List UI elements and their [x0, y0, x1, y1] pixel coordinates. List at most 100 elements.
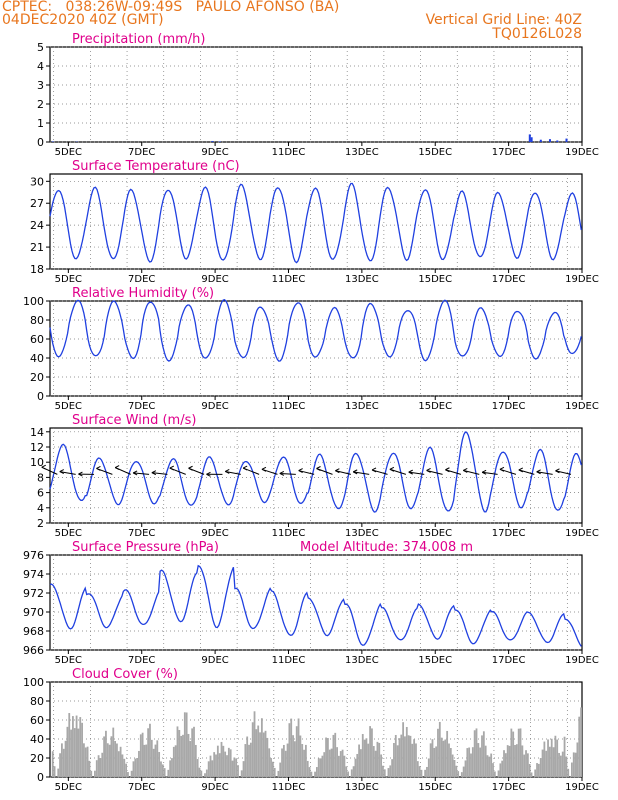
cloud-bar — [327, 738, 329, 777]
cloud-bar — [163, 768, 166, 777]
y-tick-label: 4 — [37, 60, 44, 73]
cloud-bar — [61, 743, 63, 777]
cloud-bar — [497, 770, 500, 777]
y-tick-label: 80 — [30, 695, 44, 708]
cloud-bar — [174, 745, 177, 777]
panel-title-precip: Precipitation (mm/h) — [72, 32, 205, 47]
cloud-bar — [292, 735, 294, 777]
cloud-bar — [319, 758, 322, 777]
cloud-bar — [328, 749, 331, 777]
cloud-bar — [376, 741, 379, 777]
cloud-bar — [134, 758, 137, 777]
y-tick-label: 1 — [37, 117, 44, 130]
wind-arrow-head — [169, 465, 175, 471]
x-tick-label: 17DEC — [492, 147, 526, 158]
x-tick-label: 11DEC — [272, 401, 306, 412]
wind-arrow-head — [132, 470, 138, 476]
wind-arrow-head — [408, 469, 413, 475]
wind-arrow-head — [151, 470, 157, 476]
cloud-bar — [53, 766, 56, 777]
x-tick-label: 9DEC — [201, 528, 228, 539]
panel-frame-wind — [49, 427, 583, 524]
panel-frame-pres — [49, 554, 583, 651]
cloud-bar — [240, 770, 243, 777]
precip-bar — [51, 141, 54, 142]
cloud-bar — [259, 732, 261, 777]
cloud-bar — [231, 760, 234, 777]
cloud-bar — [418, 766, 421, 777]
cloud-bar — [119, 746, 122, 777]
cloud-bar — [246, 736, 249, 777]
cloud-bar — [152, 748, 155, 777]
cloud-bar — [51, 751, 54, 777]
cloud-bar — [330, 748, 333, 777]
cloud-bar — [204, 773, 206, 777]
cloud-bar — [171, 758, 173, 777]
x-tick-label: 5DEC — [55, 655, 82, 666]
cloud-bar — [413, 739, 416, 777]
cloud-bar — [354, 758, 357, 777]
cloud-bar — [435, 746, 438, 777]
cloud-bar — [116, 743, 118, 777]
y-tick-label: 4 — [37, 502, 44, 515]
wind-arrow-head — [114, 465, 120, 470]
panel-title-wind: Surface Wind (m/s) — [72, 413, 196, 428]
cloud-bar — [237, 765, 239, 777]
cloud-bar — [563, 736, 566, 777]
station-header: CPTEC: 038:26W-09:49S PAULO AFONSO (BA) — [2, 0, 340, 15]
x-tick-label: 7DEC — [128, 274, 155, 285]
cloud-bar — [437, 728, 439, 777]
cloud-bar — [103, 736, 105, 777]
cloud-bar — [431, 739, 434, 777]
cloud-bar — [521, 745, 524, 777]
x-tick-label: 5DEC — [55, 782, 82, 793]
cloud-bar — [62, 748, 65, 777]
cloud-bar — [130, 770, 133, 777]
cloud-bar — [79, 717, 82, 777]
x-tick-label: 13DEC — [345, 782, 379, 793]
x-tick-label: 13DEC — [345, 655, 379, 666]
x-tick-label: 7DEC — [128, 528, 155, 539]
cloud-bar — [554, 735, 557, 777]
cloud-bar — [363, 739, 366, 777]
y-tick-label: 100 — [23, 676, 44, 689]
wind-arrow-head — [242, 465, 248, 471]
cloud-bar — [149, 723, 151, 777]
y-tick-label: 14 — [30, 426, 44, 439]
cloud-bar — [543, 741, 546, 777]
cloud-bar — [488, 756, 491, 777]
cloud-bar — [139, 734, 142, 777]
cloud-bar — [457, 771, 460, 777]
y-tick-label: 3 — [37, 79, 44, 92]
wind-arrow-head — [371, 467, 377, 473]
cloud-bar — [123, 758, 126, 777]
cloud-bar — [178, 729, 181, 777]
cloud-bar — [193, 726, 195, 777]
cloud-bar — [323, 752, 326, 777]
wind-arrow-head — [426, 468, 431, 473]
cloud-bar — [218, 753, 221, 777]
cloud-bar — [523, 754, 526, 777]
cloud-bar — [334, 732, 337, 777]
cloud-bar — [94, 770, 96, 777]
x-tick-label: 15DEC — [418, 147, 452, 158]
cloud-bar — [396, 745, 399, 777]
cloud-bar — [341, 749, 344, 777]
wind-arrow-head — [536, 469, 541, 475]
cloud-bar — [460, 772, 463, 777]
cloud-bar — [207, 761, 210, 777]
x-tick-label: 11DEC — [272, 274, 306, 285]
cloud-bar — [114, 741, 117, 777]
precip-bar — [556, 140, 559, 142]
cloud-bar — [279, 762, 282, 777]
y-tick-label: 40 — [30, 352, 44, 365]
cloud-bar — [321, 755, 324, 777]
x-tick-label: 13DEC — [345, 401, 379, 412]
cloud-bar — [295, 726, 298, 777]
cloud-bar — [154, 744, 157, 777]
x-tick-label: 7DEC — [128, 401, 155, 412]
cloud-bar — [213, 752, 216, 777]
cloud-bar — [187, 733, 190, 777]
precip-bar — [530, 137, 533, 142]
cloud-bar — [515, 744, 518, 777]
